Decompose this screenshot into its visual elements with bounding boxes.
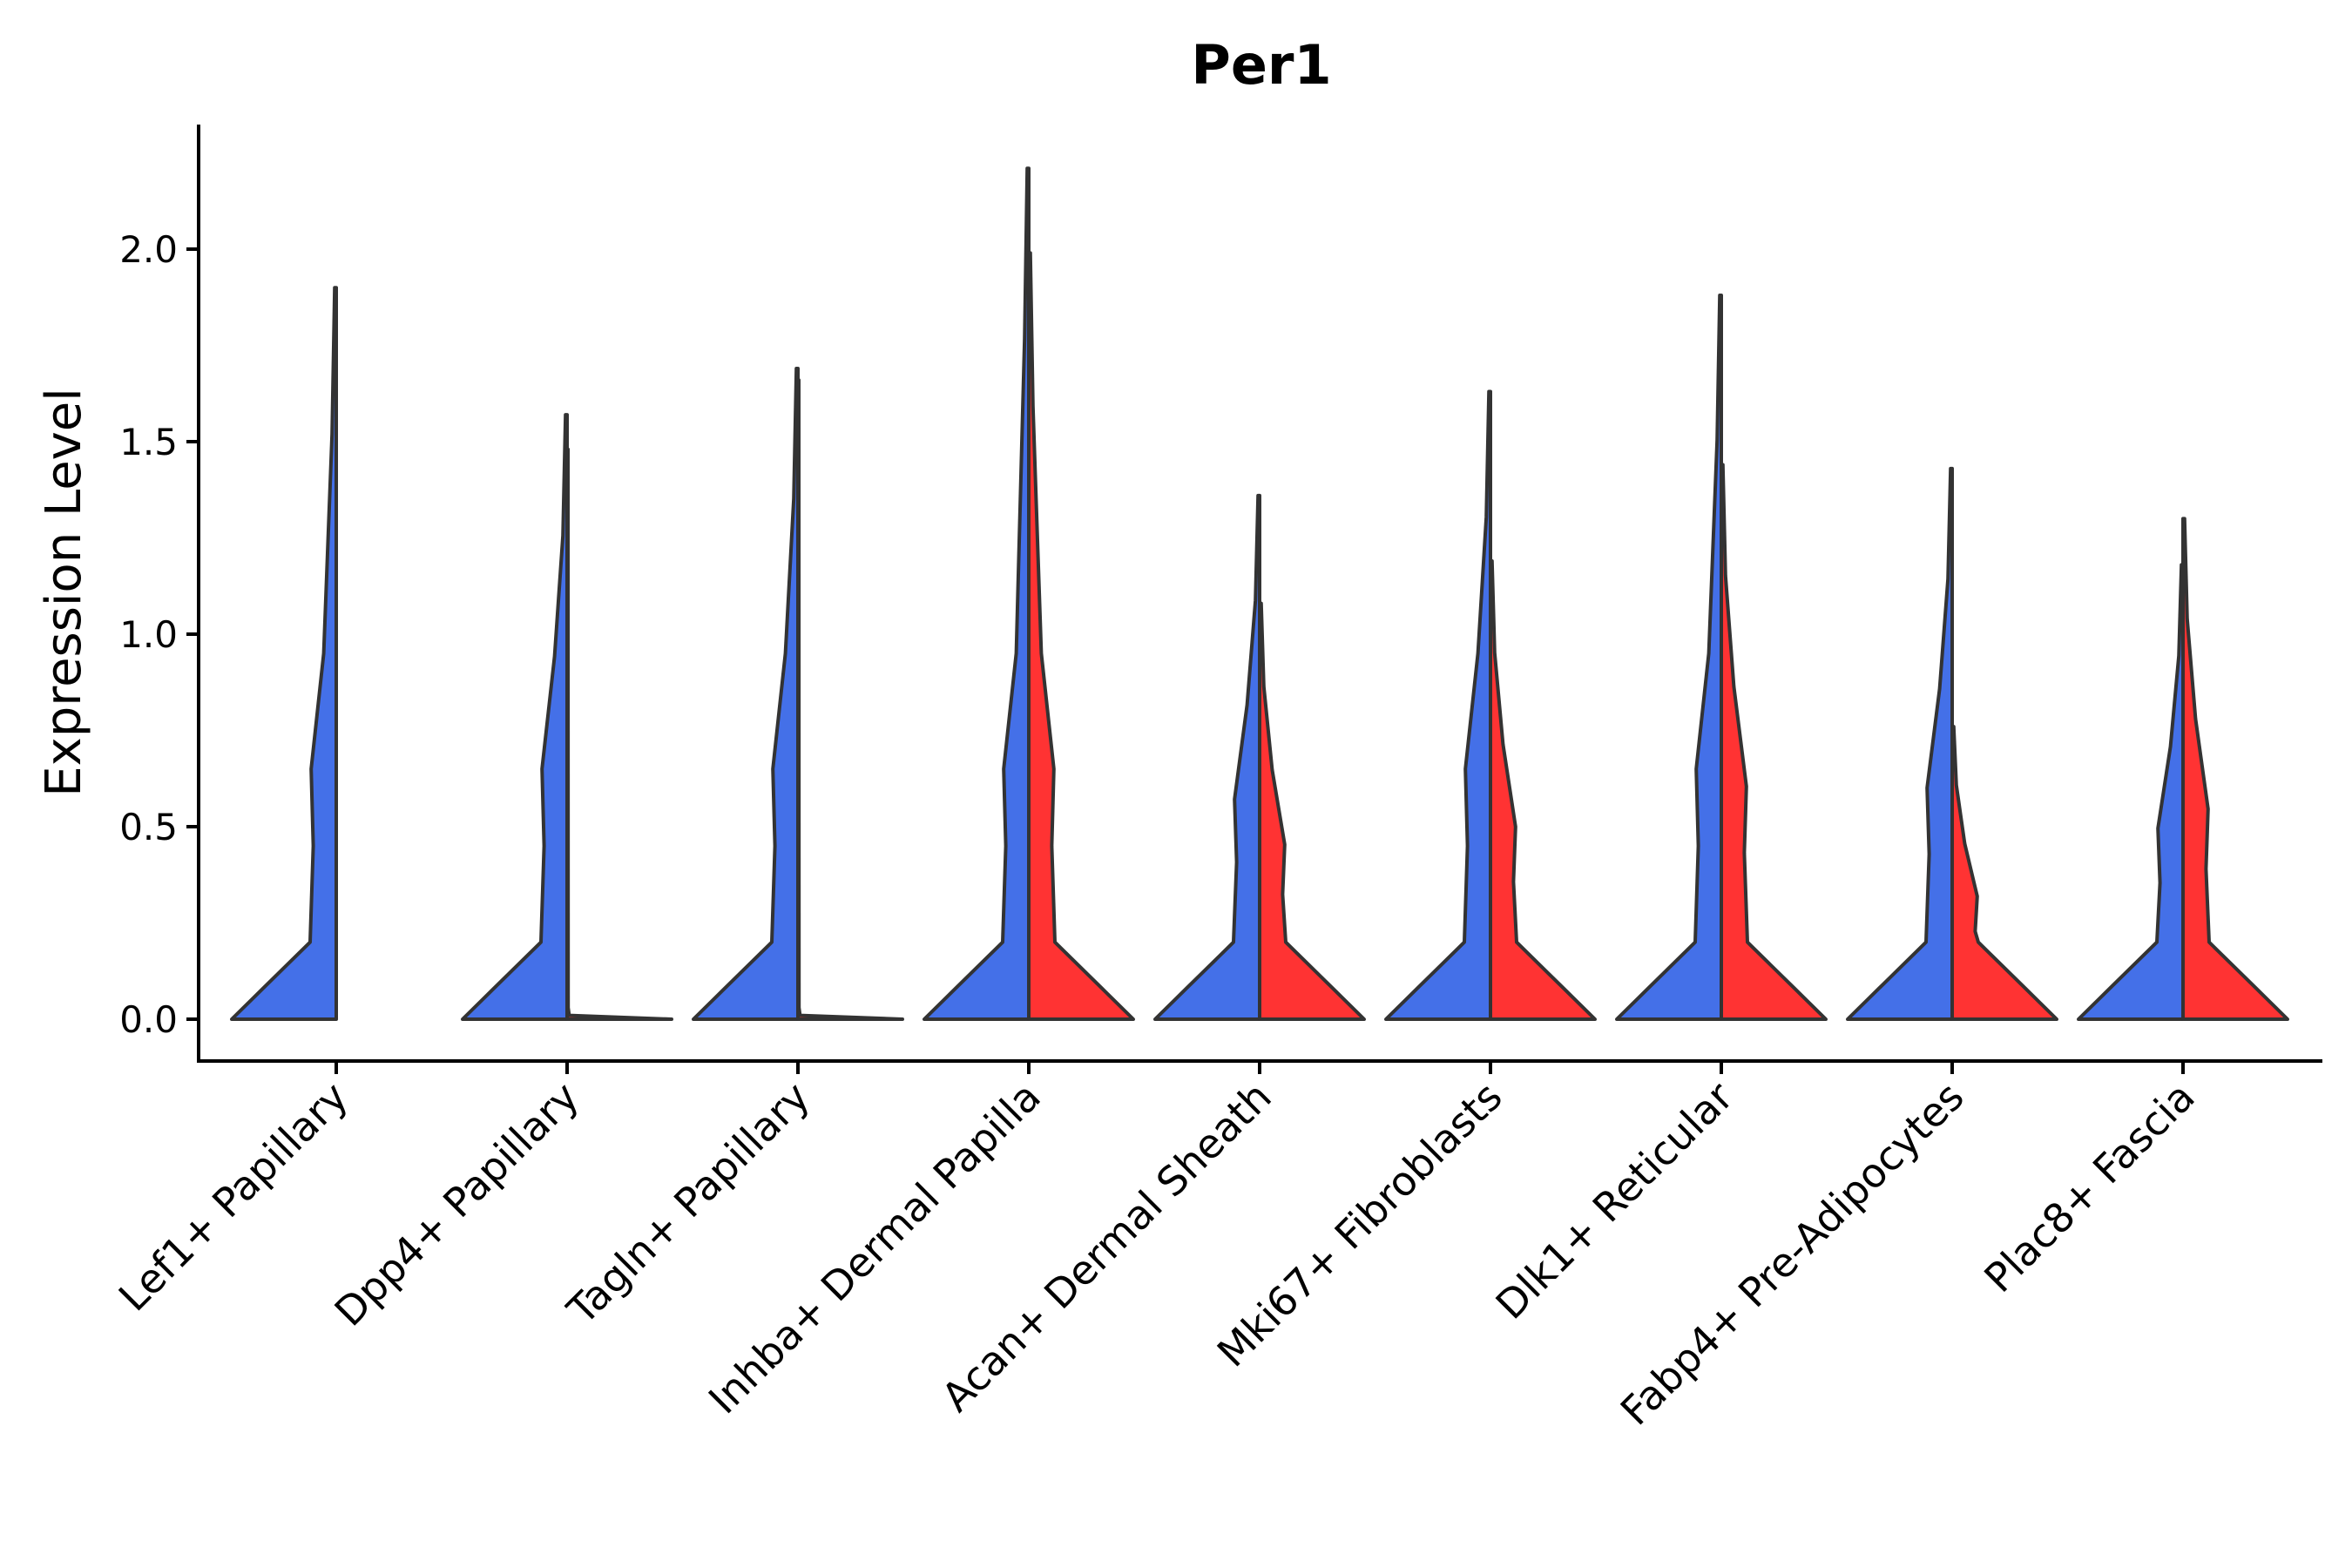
violin-group-1-7 — [1615, 294, 1723, 1021]
violin-group-1-3 — [692, 367, 800, 1021]
violin-group-2-7 — [1720, 463, 1828, 1021]
violin-group-2-8 — [1950, 725, 2058, 1021]
violin-group-2-6 — [1489, 559, 1597, 1021]
violin-group-1-1 — [230, 286, 338, 1021]
violin-group-2-3 — [796, 378, 904, 1021]
x-tick-label: Tagln+ Papillary — [558, 1073, 819, 1335]
violin-group-1-9 — [2077, 563, 2185, 1021]
violins-layer — [230, 166, 2289, 1021]
y-tick-label: 0.5 — [119, 806, 178, 848]
y-tick-label: 2.0 — [119, 228, 178, 271]
y-tick-label: 0.0 — [119, 998, 178, 1041]
violin-group-1-4 — [923, 166, 1031, 1021]
violin-group-2-2 — [565, 447, 673, 1021]
violin-group-1-6 — [1384, 389, 1492, 1021]
chart-title: Per1 — [1191, 33, 1331, 97]
violin-group-2-9 — [2181, 517, 2289, 1021]
y-ticks: 0.0 0.5 1.0 1.5 2.0 — [119, 228, 199, 1041]
violin-group-2-5 — [1258, 601, 1366, 1021]
violin-group-1-5 — [1153, 493, 1261, 1021]
x-tick-label: Plac8+ Fascia — [1975, 1073, 2203, 1301]
y-axis-label: Expression Level — [36, 388, 92, 797]
x-tick-label: Dlk1+ Reticular — [1487, 1073, 1742, 1328]
violin-group-1-2 — [461, 413, 569, 1021]
y-tick-label: 1.5 — [119, 421, 178, 463]
x-tick-label: Lef1+ Papillary — [110, 1073, 357, 1321]
violin-group-2-4 — [1027, 251, 1135, 1021]
violin-group-1-8 — [1846, 466, 1954, 1021]
x-tick-label: Dpp4+ Papillary — [326, 1073, 588, 1335]
y-tick-label: 1.0 — [119, 613, 178, 656]
